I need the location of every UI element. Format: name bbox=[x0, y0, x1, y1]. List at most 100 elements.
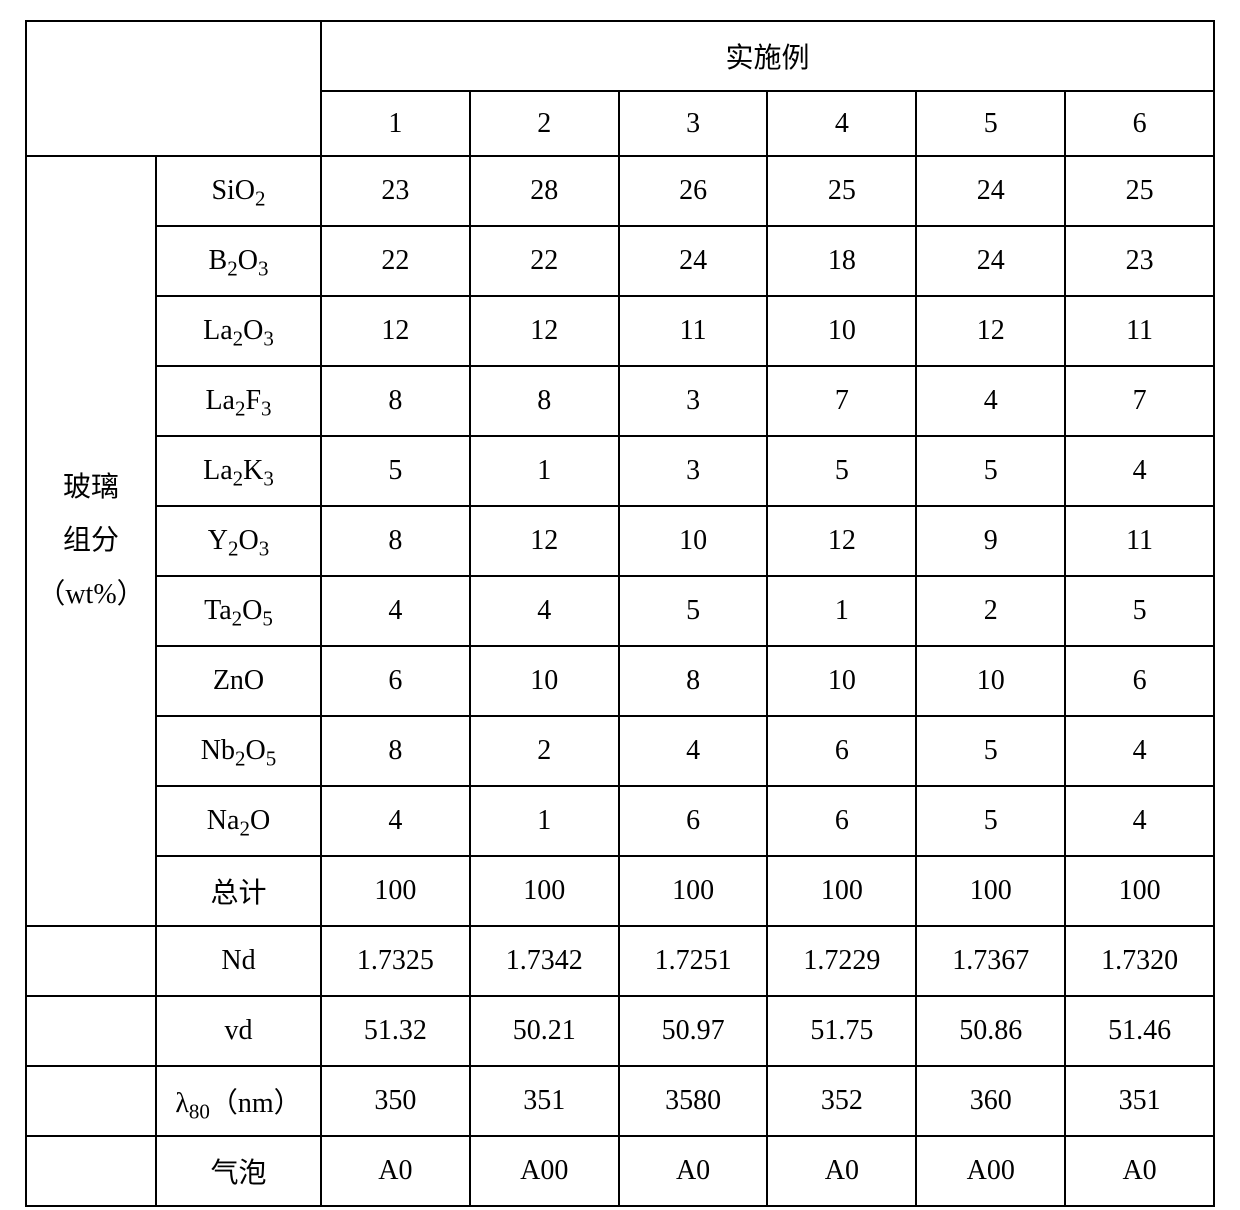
cell: A0 bbox=[619, 1136, 768, 1206]
row-label: vd bbox=[156, 996, 321, 1066]
row-label: Nd bbox=[156, 926, 321, 996]
cell: 12 bbox=[470, 506, 619, 576]
cell: 8 bbox=[321, 366, 470, 436]
cell: 1 bbox=[470, 786, 619, 856]
row-label: Y2O3 bbox=[156, 506, 321, 576]
row-label: SiO2 bbox=[156, 156, 321, 226]
cell: 8 bbox=[321, 716, 470, 786]
table-row: La2K3513554 bbox=[26, 436, 1214, 506]
cell: 6 bbox=[767, 786, 916, 856]
table-row: Na2O416654 bbox=[26, 786, 1214, 856]
cell: A00 bbox=[916, 1136, 1065, 1206]
col-6: 6 bbox=[1065, 91, 1214, 156]
table-row: vd51.3250.2150.9751.7550.8651.46 bbox=[26, 996, 1214, 1066]
row-label: La2O3 bbox=[156, 296, 321, 366]
col-2: 2 bbox=[470, 91, 619, 156]
cell: 1.7367 bbox=[916, 926, 1065, 996]
cell: 10 bbox=[767, 646, 916, 716]
cell: A0 bbox=[767, 1136, 916, 1206]
cell: 1.7251 bbox=[619, 926, 768, 996]
cell: 24 bbox=[916, 156, 1065, 226]
cell: 100 bbox=[321, 856, 470, 926]
cell: 51.46 bbox=[1065, 996, 1214, 1066]
row-label: Nb2O5 bbox=[156, 716, 321, 786]
cell: 23 bbox=[1065, 226, 1214, 296]
row-label: λ80（nm） bbox=[156, 1066, 321, 1136]
cell: 24 bbox=[916, 226, 1065, 296]
cell: 12 bbox=[321, 296, 470, 366]
cell: 50.97 bbox=[619, 996, 768, 1066]
cell: 1 bbox=[470, 436, 619, 506]
cell: 50.21 bbox=[470, 996, 619, 1066]
glass-composition-table: 实施例 1 2 3 4 5 6 玻璃组分（wt%）SiO223282625242… bbox=[25, 20, 1215, 1207]
cell: 23 bbox=[321, 156, 470, 226]
cell: 3 bbox=[619, 366, 768, 436]
cell: 4 bbox=[1065, 716, 1214, 786]
cell: 1.7342 bbox=[470, 926, 619, 996]
table-row: B2O3222224182423 bbox=[26, 226, 1214, 296]
row-label: La2K3 bbox=[156, 436, 321, 506]
cell: 100 bbox=[1065, 856, 1214, 926]
table-row: 气泡A0A00A0A0A00A0 bbox=[26, 1136, 1214, 1206]
row-label: 总计 bbox=[156, 856, 321, 926]
row-label: ZnO bbox=[156, 646, 321, 716]
cell: 6 bbox=[1065, 646, 1214, 716]
cell: 7 bbox=[767, 366, 916, 436]
cell: 350 bbox=[321, 1066, 470, 1136]
cell: A0 bbox=[1065, 1136, 1214, 1206]
table-row: Nd1.73251.73421.72511.72291.73671.7320 bbox=[26, 926, 1214, 996]
col-4: 4 bbox=[767, 91, 916, 156]
cell: 1.7320 bbox=[1065, 926, 1214, 996]
cell: 11 bbox=[1065, 506, 1214, 576]
side-blank bbox=[26, 1066, 156, 1136]
cell: 352 bbox=[767, 1066, 916, 1136]
cell: 4 bbox=[470, 576, 619, 646]
table-row: ZnO610810106 bbox=[26, 646, 1214, 716]
header-blank bbox=[26, 21, 321, 156]
cell: 7 bbox=[1065, 366, 1214, 436]
table-row: 总计100100100100100100 bbox=[26, 856, 1214, 926]
cell: 8 bbox=[321, 506, 470, 576]
row-label: Na2O bbox=[156, 786, 321, 856]
cell: 6 bbox=[767, 716, 916, 786]
col-1: 1 bbox=[321, 91, 470, 156]
cell: 2 bbox=[470, 716, 619, 786]
cell: 5 bbox=[767, 436, 916, 506]
cell: 4 bbox=[1065, 436, 1214, 506]
cell: 100 bbox=[767, 856, 916, 926]
cell: 5 bbox=[1065, 576, 1214, 646]
cell: 12 bbox=[470, 296, 619, 366]
cell: 4 bbox=[916, 366, 1065, 436]
col-5: 5 bbox=[916, 91, 1065, 156]
cell: 2 bbox=[916, 576, 1065, 646]
cell: 24 bbox=[619, 226, 768, 296]
table-row: λ80（nm）3503513580352360351 bbox=[26, 1066, 1214, 1136]
cell: 1.7325 bbox=[321, 926, 470, 996]
cell: 8 bbox=[470, 366, 619, 436]
cell: 26 bbox=[619, 156, 768, 226]
cell: 4 bbox=[619, 716, 768, 786]
cell: A00 bbox=[470, 1136, 619, 1206]
cell: 5 bbox=[916, 436, 1065, 506]
cell: 12 bbox=[916, 296, 1065, 366]
cell: 22 bbox=[321, 226, 470, 296]
col-3: 3 bbox=[619, 91, 768, 156]
cell: 5 bbox=[321, 436, 470, 506]
side-header-glass-composition: 玻璃组分（wt%） bbox=[26, 156, 156, 926]
side-blank bbox=[26, 926, 156, 996]
cell: 3580 bbox=[619, 1066, 768, 1136]
cell: 18 bbox=[767, 226, 916, 296]
table-row: La2O3121211101211 bbox=[26, 296, 1214, 366]
cell: 4 bbox=[321, 786, 470, 856]
cell: 51.32 bbox=[321, 996, 470, 1066]
cell: 4 bbox=[321, 576, 470, 646]
cell: 1 bbox=[767, 576, 916, 646]
table-row: Y2O38121012911 bbox=[26, 506, 1214, 576]
cell: 100 bbox=[470, 856, 619, 926]
table-row: Ta2O5445125 bbox=[26, 576, 1214, 646]
cell: 25 bbox=[767, 156, 916, 226]
side-blank bbox=[26, 996, 156, 1066]
table-row: 玻璃组分（wt%）SiO2232826252425 bbox=[26, 156, 1214, 226]
cell: A0 bbox=[321, 1136, 470, 1206]
row-label: Ta2O5 bbox=[156, 576, 321, 646]
